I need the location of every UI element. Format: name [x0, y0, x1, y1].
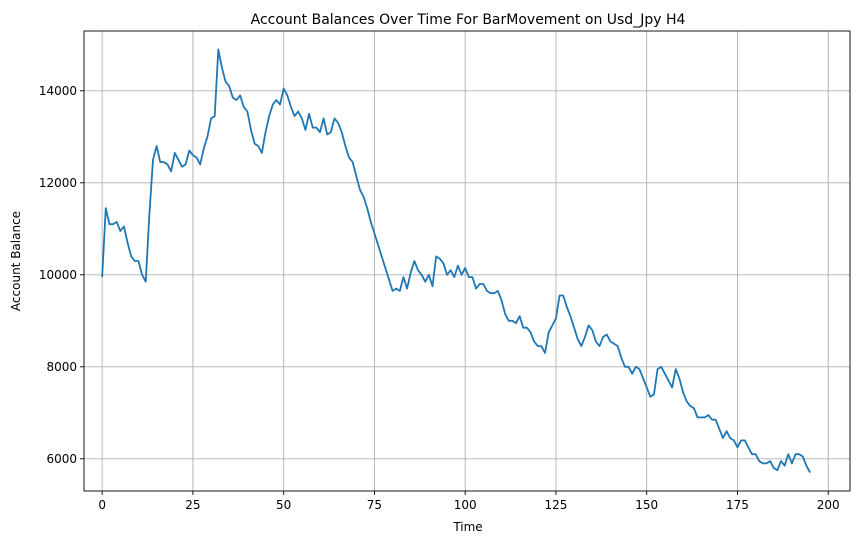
x-tick-label: 100 — [454, 498, 477, 512]
y-tick-label: 6000 — [46, 452, 77, 466]
x-tick-label: 200 — [817, 498, 840, 512]
x-tick-label: 25 — [185, 498, 200, 512]
y-tick-label: 12000 — [39, 176, 77, 190]
series-layer — [101, 48, 811, 474]
account-balance-line — [101, 48, 811, 474]
x-tick-label: 75 — [367, 498, 382, 512]
chart-title: Account Balances Over Time For BarMoveme… — [251, 12, 686, 28]
plot-frame — [83, 30, 851, 492]
x-tick-label: 0 — [98, 498, 106, 512]
grid — [84, 31, 850, 491]
y-tick-label: 14000 — [39, 84, 77, 98]
x-axis: 0 25 50 75 100 125 150 175 200 — [98, 491, 840, 512]
x-tick-label: 150 — [635, 498, 658, 512]
x-tick-label: 125 — [544, 498, 567, 512]
x-tick-label: 175 — [726, 498, 749, 512]
y-axis-label: Account Balance — [9, 211, 23, 311]
x-tick-label: 50 — [276, 498, 291, 512]
x-axis-label: Time — [452, 520, 482, 534]
y-tick-label: 10000 — [39, 268, 77, 282]
y-tick-label: 8000 — [46, 360, 77, 374]
y-axis: 6000 8000 10000 12000 14000 — [39, 84, 84, 466]
